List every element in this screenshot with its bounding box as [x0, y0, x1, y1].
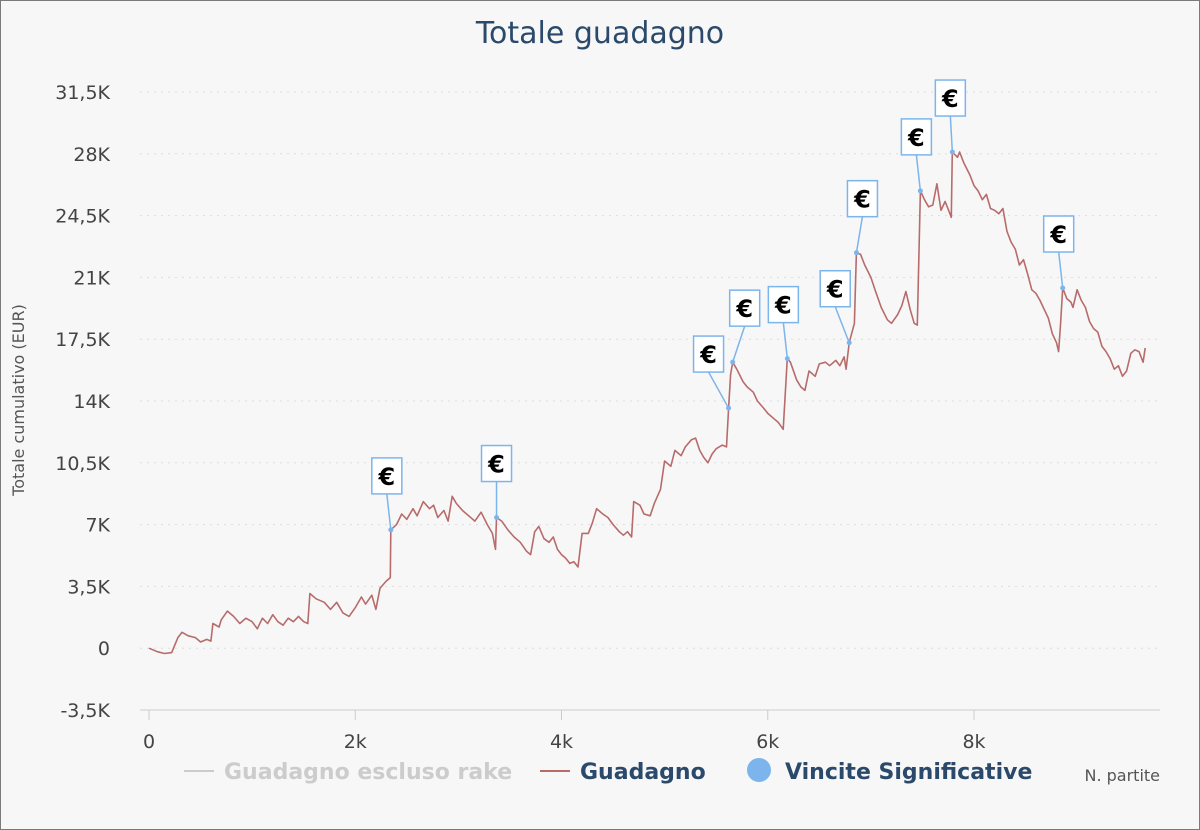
y-tick-label: 21K — [73, 267, 110, 289]
y-tick-label: 28K — [73, 144, 110, 166]
flag-point — [853, 250, 859, 256]
legend-label-vincite: Vincite Significative — [785, 760, 1032, 785]
flag-box — [846, 179, 879, 218]
flag-point — [388, 527, 394, 533]
flag-stem — [782, 322, 789, 359]
flag-euro-label: € — [826, 276, 844, 304]
significant-win-flag[interactable]: € — [692, 335, 732, 411]
legend: Guadagno escluso rake Guadagno Vincite S… — [184, 758, 1032, 785]
flag-box — [1042, 215, 1075, 253]
flag-point — [726, 405, 732, 411]
y-tick-label: -3,5K — [60, 700, 110, 722]
y-tick-label: 17,5K — [55, 329, 110, 351]
legend-label-excluded-rake: Guadagno escluso rake — [224, 760, 512, 785]
grid-lines — [140, 91, 1160, 649]
flag-point — [846, 340, 852, 346]
flag-box — [371, 457, 403, 495]
flag-euro-label: € — [699, 341, 717, 369]
flag-euro-label: € — [377, 463, 395, 491]
flag-euro-label: € — [735, 295, 753, 323]
y-tick-label: 10,5K — [55, 453, 110, 475]
flag-stem — [1057, 251, 1064, 289]
flag-stem — [386, 493, 392, 530]
significant-win-flag[interactable]: € — [1042, 215, 1075, 291]
chart-title: Totale guadagno — [475, 16, 724, 51]
flag-point — [784, 356, 790, 362]
y-tick-label: 7K — [85, 515, 110, 537]
x-tick-label: 8k — [962, 731, 985, 753]
significant-win-flag[interactable]: € — [371, 457, 403, 533]
legend-item-vincite[interactable]: Vincite Significative — [747, 758, 1032, 785]
y-tick-label: 14K — [73, 391, 110, 413]
flag-box — [692, 335, 725, 373]
significant-win-flag[interactable]: € — [900, 118, 933, 194]
y-axis-ticks: -3,5K 0 3,5K 7K 10,5K 14K 17,5K 21K 24,5K 28K 31,5… — [55, 82, 110, 722]
flag-box — [900, 118, 933, 156]
flag-euro-label: € — [774, 292, 792, 320]
y-tick-label: 0 — [98, 638, 110, 660]
series-layer — [148, 151, 1146, 655]
flag-point — [949, 149, 955, 155]
flag-stem — [855, 216, 864, 253]
series-line-guadagno[interactable] — [148, 151, 1146, 655]
x-axis-ticks: 0 2k 4k 6k 8k — [143, 710, 986, 753]
significant-win-flag[interactable]: € — [934, 79, 967, 155]
flag-point — [730, 359, 736, 365]
y-tick-label: 31,5K — [55, 82, 110, 104]
flag-layer: € € € € € € € € € € — [371, 79, 1075, 533]
x-tick-label: 0 — [143, 731, 155, 753]
flag-box — [480, 444, 513, 483]
y-tick-label: 3,5K — [67, 576, 110, 598]
flag-point — [1060, 285, 1066, 291]
flag-box — [767, 285, 800, 324]
legend-marker-vincite — [747, 758, 771, 782]
flag-box — [934, 79, 967, 117]
flag-euro-label: € — [487, 451, 505, 479]
flag-point — [917, 188, 923, 194]
significant-win-flag[interactable]: € — [767, 285, 800, 362]
flag-point — [494, 515, 500, 521]
flag-euro-label: € — [941, 85, 959, 113]
flag-stem — [834, 306, 850, 344]
x-tick-label: 2k — [344, 731, 367, 753]
y-axis-title: Totale cumulativo (EUR) — [9, 304, 28, 497]
legend-item-guadagno[interactable]: Guadagno — [540, 760, 706, 785]
significant-win-flag[interactable]: € — [846, 179, 879, 256]
significant-win-flag[interactable]: € — [728, 289, 761, 365]
legend-label-guadagno: Guadagno — [580, 760, 706, 785]
flag-euro-label: € — [1049, 221, 1067, 249]
flag-box — [728, 289, 761, 327]
flag-stem — [915, 154, 922, 191]
significant-win-flag[interactable]: € — [480, 444, 513, 521]
x-tick-label: 6k — [756, 731, 779, 753]
flag-stem — [707, 371, 730, 409]
significant-win-flag[interactable]: € — [819, 269, 852, 346]
x-tick-label: 4k — [550, 731, 573, 753]
legend-item-excluded-rake[interactable]: Guadagno escluso rake — [184, 760, 512, 785]
flag-stem — [949, 115, 954, 153]
flag-euro-label: € — [853, 186, 871, 214]
flag-euro-label: € — [907, 124, 925, 152]
x-axis-title: N. partite — [1084, 766, 1160, 785]
flag-box — [819, 269, 851, 308]
y-tick-label: 24,5K — [55, 206, 110, 228]
flag-stem — [731, 325, 746, 363]
